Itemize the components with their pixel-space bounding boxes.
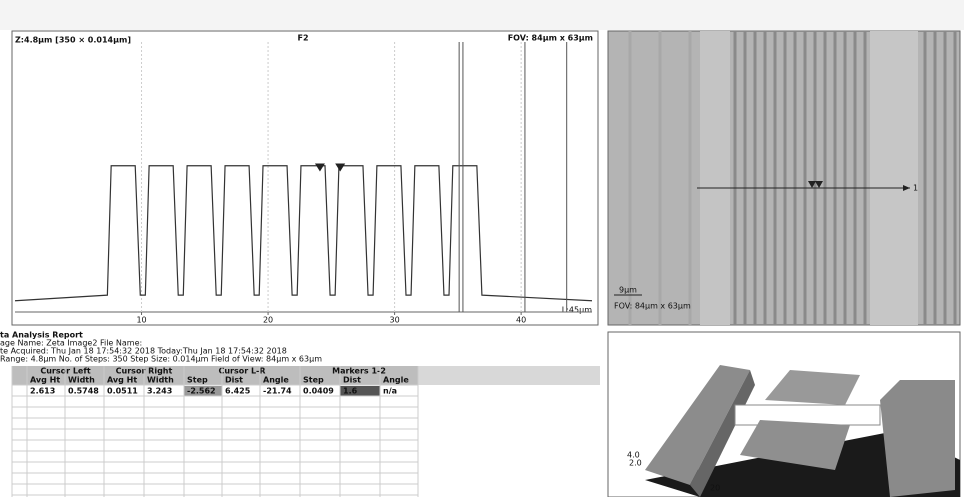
report-title: ta Analysis Report (0, 331, 83, 340)
x-tick-label: 40 (516, 316, 526, 325)
x-tick-label: 10 (136, 316, 146, 325)
column-header: Step (303, 376, 324, 385)
profile-line (14, 165, 593, 302)
image-fov: FOV: 84µm x 63µm (614, 302, 691, 311)
view-3d: 4.0 2.0 20 (607, 331, 961, 497)
group-header: Markers 1-2 (332, 367, 386, 376)
report-line: age Name: Zeta Image2 File Name: (0, 339, 142, 348)
cell: 1.6 (343, 387, 358, 396)
scan-arrow (903, 185, 910, 191)
report-line: te Acquired: Thu Jan 18 17:54:32 2018 To… (0, 347, 287, 356)
cell: 6.425 (225, 387, 251, 396)
image-view: 1 9µm FOV: 84µm x 63µm (607, 30, 961, 326)
scale-label: 9µm (619, 286, 637, 295)
scan-label: 1 (913, 184, 918, 193)
column-header: Dist (225, 376, 243, 385)
marker (335, 163, 346, 172)
ridges-front (740, 420, 850, 470)
fov-label: FOV: 84µm x 63µm (508, 34, 593, 43)
ridges-back (765, 370, 860, 405)
cell: 0.0409 (303, 387, 334, 396)
column-header: Step (187, 376, 208, 385)
z-tick: 2.0 (629, 459, 642, 468)
report-line: Range: 4.8µm No. of Steps: 350 Step Size… (0, 355, 322, 364)
cell: 0.5748 (68, 387, 99, 396)
marker-icon (815, 181, 823, 188)
column-header: Width (147, 376, 174, 385)
image-band (870, 31, 918, 325)
z-tick: 4.0 (627, 451, 640, 460)
column-header: Avg Ht (107, 376, 137, 385)
cell: 3.243 (147, 387, 172, 396)
cell: -21.74 (263, 387, 292, 396)
length-label: L:45µm (562, 306, 592, 315)
table-header-bg (12, 366, 418, 385)
column-header: Angle (263, 376, 289, 385)
image-band (700, 31, 730, 325)
cell: 2.613 (30, 387, 55, 396)
profile-panel (11, 30, 599, 326)
column-header: Avg Ht (30, 376, 60, 385)
cell: -2.562 (187, 387, 216, 396)
cell: n/a (383, 387, 397, 396)
group-header: Cursor Left (40, 367, 91, 376)
toolbar (0, 0, 964, 30)
marker (314, 163, 325, 172)
block (645, 365, 750, 485)
group-header: Cursor L-R (218, 367, 265, 376)
column-header: Dist (343, 376, 361, 385)
ridges-right (880, 380, 955, 497)
x-tick-label: 20 (263, 316, 273, 325)
x-tick: 20 (710, 484, 720, 493)
cell: 0.0511 (107, 387, 138, 396)
profile-title: F2 (297, 34, 308, 43)
column-header: Width (68, 376, 95, 385)
x-tick-label: 30 (390, 316, 400, 325)
highlight (340, 386, 380, 396)
gap (734, 404, 881, 426)
block-side (690, 370, 755, 497)
stripes (628, 31, 957, 325)
z-label: Z:4.8µm [350 × 0.014µm] (15, 36, 131, 45)
highlight (184, 386, 222, 396)
table-header-bg (418, 366, 600, 385)
marker-icon (808, 181, 816, 188)
column-header: Angle (383, 376, 409, 385)
